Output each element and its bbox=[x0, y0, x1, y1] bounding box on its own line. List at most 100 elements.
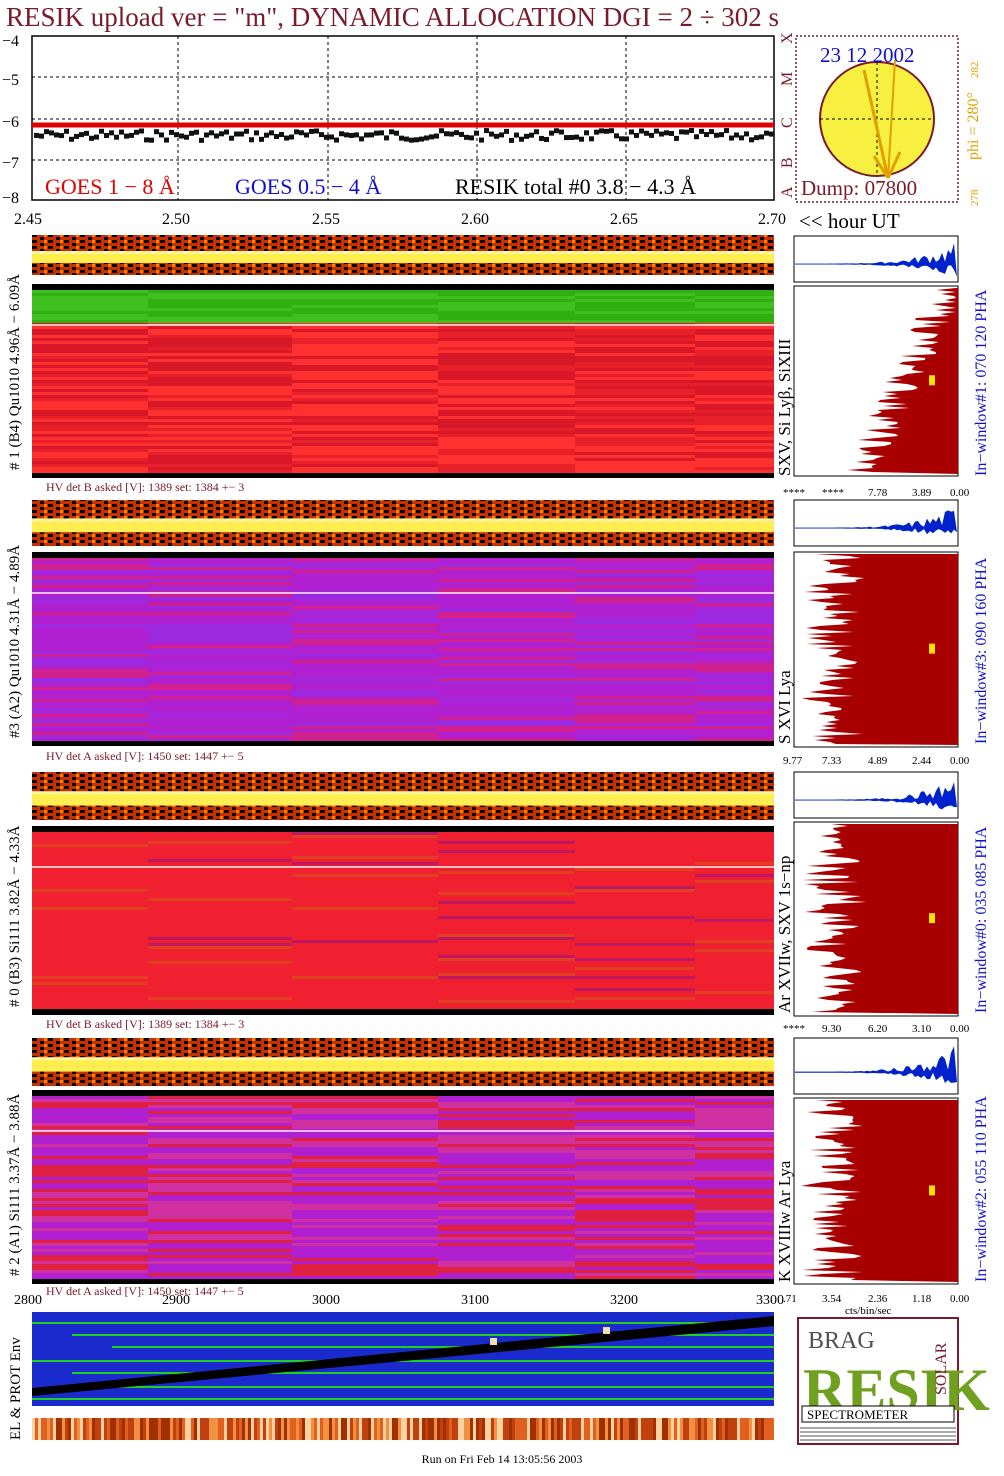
panel-window-label: In−window#0: 035 085 PHA bbox=[973, 826, 990, 1013]
goes-ytick: −7 bbox=[2, 155, 19, 172]
goes-ytick: −8 bbox=[2, 190, 19, 207]
spectrogram-panels: HV det B asked [V]: 1389 set: 1384 +− 3 #… bbox=[7, 235, 990, 1317]
goes-class-label: X bbox=[779, 32, 796, 44]
goes-xtick: 2.55 bbox=[312, 211, 340, 228]
bottom-xtick: 2800 bbox=[14, 1293, 42, 1308]
hist-tick: 0.00 bbox=[950, 1023, 970, 1035]
panel-hv-label: HV det A asked [V]: 1450 set: 1447 +− 5 bbox=[46, 1284, 244, 1298]
hist-tick: 1.18 bbox=[912, 1293, 932, 1305]
bottom-xtick: 3300 bbox=[756, 1293, 784, 1308]
goes-xtick: 2.70 bbox=[758, 211, 786, 228]
panel-hv-label: HV det B asked [V]: 1389 set: 1384 +− 3 bbox=[46, 480, 244, 494]
hist-tick: 0.00 bbox=[950, 487, 970, 499]
sun-phi-sup: 282 bbox=[969, 62, 981, 79]
hist-tick: 2.44 bbox=[912, 755, 932, 767]
legend-goes-long: GOES 1 − 8 Å bbox=[45, 174, 175, 199]
logo-brag: BRAG bbox=[808, 1328, 875, 1354]
legend-resik-total: RESIK total #0 3.8 − 4.3 Å bbox=[455, 174, 696, 199]
hist-unit: cts/bin/sec bbox=[845, 1305, 892, 1317]
spectrogram-panel-2: HV det B asked [V]: 1389 set: 1384 +− 3 #… bbox=[7, 771, 990, 1035]
panel-window-label: In−window#1: 070 120 PHA bbox=[973, 289, 990, 476]
panel-window-label: In−window#2: 055 110 PHA bbox=[973, 1096, 990, 1282]
hist-tick: 9.30 bbox=[822, 1023, 842, 1035]
goes-xtick: 2.65 bbox=[610, 211, 638, 228]
spectrogram-panel-1: HV det A asked [V]: 1450 set: 1447 +− 5 #… bbox=[7, 499, 990, 767]
sun-date: 23 12 2002 bbox=[820, 43, 915, 67]
goes-ytick: −6 bbox=[2, 114, 19, 131]
hist-tick: 7.33 bbox=[822, 755, 842, 767]
hist-tick: **** bbox=[783, 1023, 805, 1035]
hist-tick: 9.77 bbox=[783, 755, 803, 767]
goes-class-label: A bbox=[779, 186, 796, 198]
hist-tick: 3.89 bbox=[912, 487, 932, 499]
hist-tick: 0.00 bbox=[950, 1293, 970, 1305]
panel-hv-label: HV det B asked [V]: 1389 set: 1384 +− 3 bbox=[46, 1017, 244, 1031]
logo-caption: SPECTROMETER bbox=[807, 1407, 908, 1422]
hist-tick: 3.10 bbox=[912, 1023, 932, 1035]
sun-panel: 23 12 2002 Dump: 07800 phi = 280° 282 27… bbox=[795, 35, 982, 206]
goes-xtick: 2.45 bbox=[14, 211, 42, 228]
goes-class-label: M bbox=[779, 72, 796, 86]
resik-total-trace bbox=[34, 128, 774, 143]
footer-run-info: Run on Fri Feb 14 13:05:56 2003 bbox=[421, 1452, 583, 1466]
hist-marker bbox=[929, 913, 935, 924]
hist-tick: **** bbox=[822, 487, 844, 499]
hist-tick: .71 bbox=[783, 1293, 797, 1305]
panel-window-label: In−window#3: 090 160 PHA bbox=[973, 557, 990, 744]
goes-class-label: B bbox=[779, 157, 796, 168]
hist-tick: 2.36 bbox=[868, 1293, 888, 1305]
goes-ytick: −4 bbox=[2, 33, 19, 50]
panel-left-label: # 2 (A1) Si111 3.37Å − 3.88Å bbox=[7, 1093, 23, 1276]
hist-spectrum bbox=[795, 1046, 957, 1083]
goes-plot: −4 −5 −6 −7 −8 X M C B A GOES 1 − 8 Å GO… bbox=[2, 32, 900, 233]
goes-class-label: C bbox=[779, 117, 796, 128]
hist-pha bbox=[847, 288, 958, 474]
panel-hv-label: HV det A asked [V]: 1450 set: 1447 +− 5 bbox=[46, 749, 244, 763]
hist-tick: 6.20 bbox=[868, 1023, 888, 1035]
panel-left-label: #3 (A2) Qu1010 4.31Å − 4.89Å bbox=[7, 545, 23, 738]
page-title: RESIK upload ver = "m", DYNAMIC ALLOCATI… bbox=[6, 2, 780, 32]
hist-tick: 7.78 bbox=[868, 487, 888, 499]
hist-marker bbox=[929, 375, 935, 386]
panel-right-label: S XVI Lya bbox=[775, 670, 794, 744]
hist-pha bbox=[801, 554, 958, 745]
hist-spectrum bbox=[795, 510, 957, 535]
hist-pha bbox=[802, 824, 958, 1014]
resik-logo: BRAG RESIK SOLAR SPECTROMETER bbox=[797, 1317, 990, 1445]
bottom-xtick: 3000 bbox=[312, 1293, 340, 1308]
hist-marker bbox=[929, 1185, 935, 1196]
goes-frame bbox=[31, 35, 775, 201]
bottom-xaxis: 2800 2900 3000 3100 3200 3300 bbox=[14, 1293, 784, 1308]
hist-tick: 4.89 bbox=[868, 755, 888, 767]
hist-pha bbox=[800, 1100, 958, 1282]
sun-dump: Dump: 07800 bbox=[801, 176, 917, 200]
panel-right-label: Ar XVIIw, SXV 1s−np bbox=[775, 856, 794, 1013]
env-panel: EL & PROT Env bbox=[8, 1312, 774, 1440]
bottom-xtick: 2900 bbox=[162, 1293, 190, 1308]
goes-xaxis-suffix: << hour UT bbox=[799, 209, 900, 233]
sun-phi-arrow bbox=[862, 69, 890, 179]
hist-marker bbox=[929, 643, 935, 654]
sun-phi: phi = 280° bbox=[965, 92, 982, 160]
bottom-xtick: 3200 bbox=[610, 1293, 638, 1308]
legend-goes-short: GOES 0.5 − 4 Å bbox=[235, 174, 381, 199]
env-label: EL & PROT Env bbox=[8, 1337, 24, 1440]
goes-xtick: 2.50 bbox=[162, 211, 190, 228]
hist-spectrum bbox=[795, 782, 957, 810]
env-trend-line bbox=[32, 1316, 774, 1396]
goes-xtick: 2.60 bbox=[461, 211, 489, 228]
hist-tick: **** bbox=[783, 487, 805, 499]
panel-right-label: K XVIIIw Ar Lya bbox=[775, 1160, 794, 1282]
hist-tick: 3.54 bbox=[822, 1293, 842, 1305]
logo-solar: SOLAR bbox=[933, 1342, 950, 1395]
spectrogram-panel-3: HV det A asked [V]: 1450 set: 1447 +− 5 #… bbox=[7, 1037, 990, 1317]
sun-phi-low: 278 bbox=[969, 189, 981, 206]
panel-right-label: SXV, Si Lyβ, SiXIII bbox=[775, 338, 794, 476]
spectrogram-panel-0: HV det B asked [V]: 1389 set: 1384 +− 3 #… bbox=[7, 235, 990, 499]
hist-spectrum bbox=[795, 243, 957, 277]
panel-left-label: # 0 (B3) Si111 3.82Å − 4.33Å bbox=[7, 825, 23, 1007]
panel-left-label: # 1 (B4) Qu1010 4.96Å − 6.09Å bbox=[7, 274, 23, 470]
goes-ytick: −5 bbox=[2, 72, 19, 89]
bottom-xtick: 3100 bbox=[461, 1293, 489, 1308]
